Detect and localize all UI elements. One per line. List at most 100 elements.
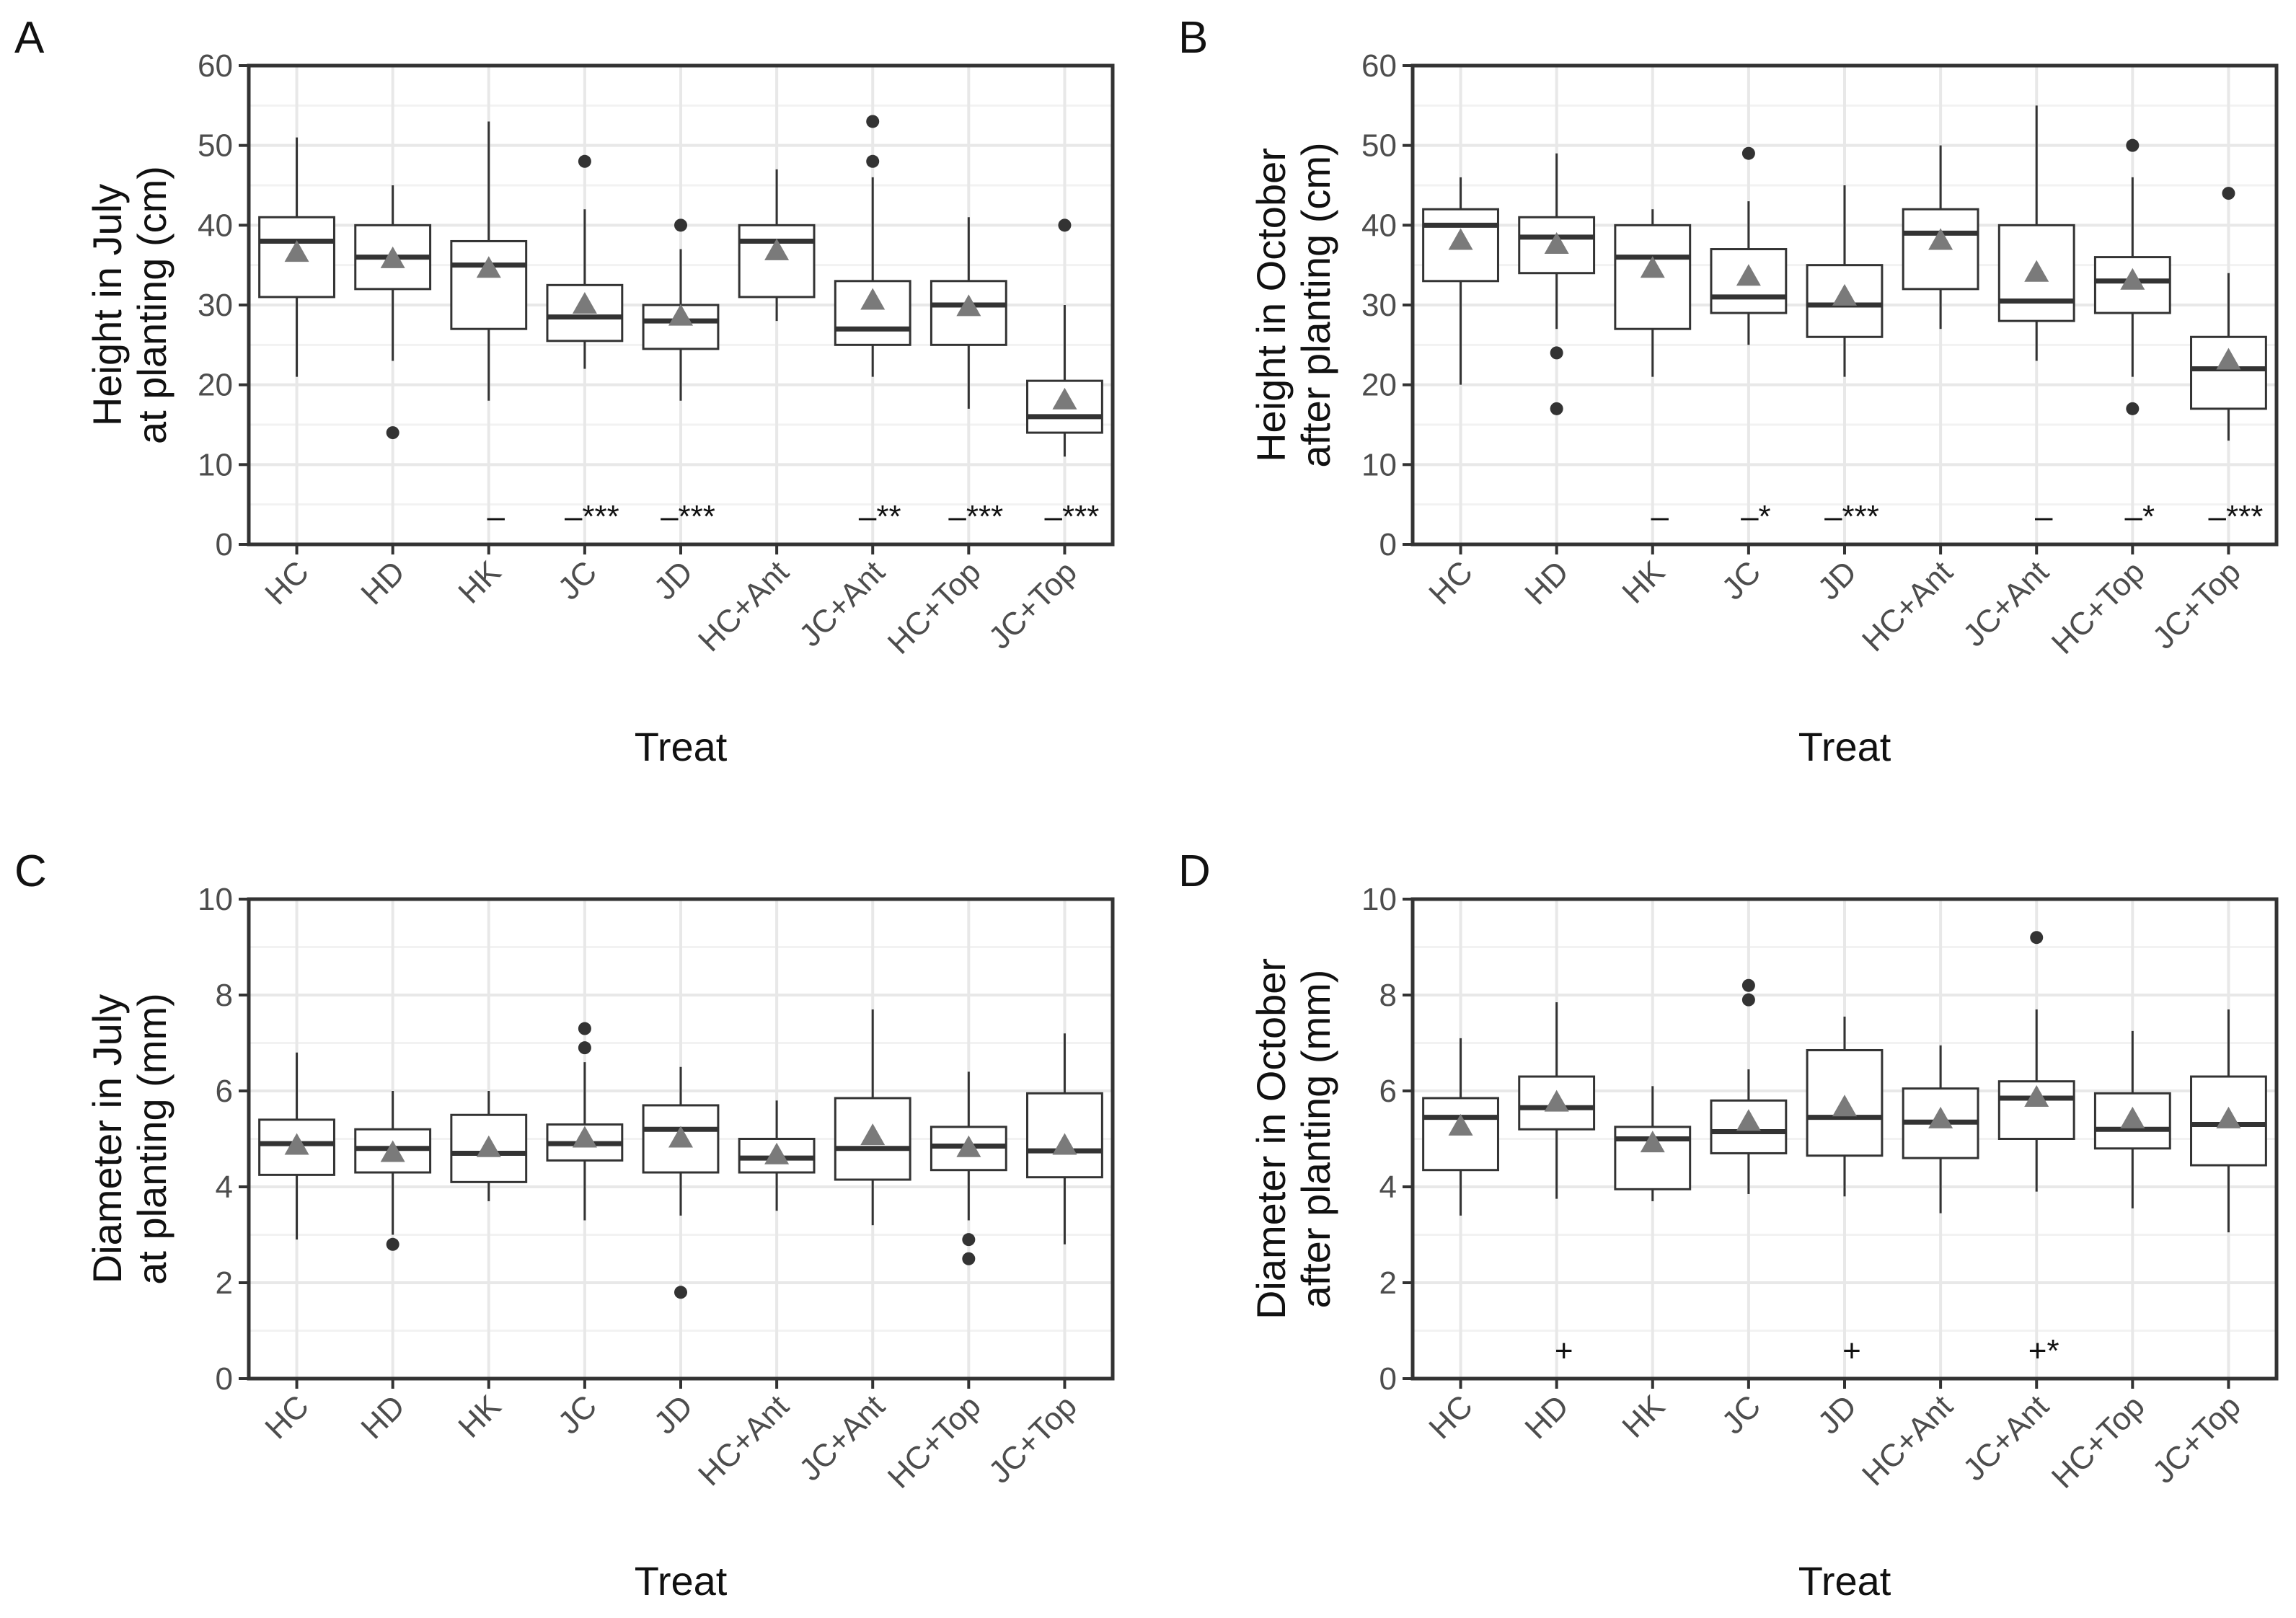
y-tick-label: 8 — [216, 978, 233, 1013]
significance-label: –*** — [1045, 499, 1100, 534]
mean-marker — [668, 304, 693, 326]
box — [1710, 248, 1788, 314]
x-tick-label: JD — [1811, 554, 1864, 607]
x-tick-label: HC+Top — [2045, 554, 2152, 661]
y-tick-label: 2 — [1379, 1265, 1397, 1301]
x-tick-label: JC — [1716, 1389, 1768, 1441]
mean-marker — [1736, 1109, 1761, 1131]
x-tick-label: HK — [451, 1389, 508, 1445]
mean-marker — [380, 1140, 405, 1162]
mean-marker — [956, 1135, 981, 1157]
mean-marker — [1544, 232, 1569, 254]
x-tick-label: JC — [1716, 554, 1768, 607]
mean-marker — [2120, 268, 2145, 290]
y-tick-label: 0 — [216, 1361, 233, 1397]
outlier — [866, 115, 880, 128]
y-tick-label: 30 — [198, 288, 233, 323]
y-axis-title: after planting (cm) — [1293, 142, 1338, 467]
y-tick-label: 30 — [1361, 288, 1397, 323]
x-tick-label: HD — [1518, 554, 1576, 612]
significance-label: + — [1555, 1333, 1573, 1369]
outlier — [578, 1041, 591, 1055]
mean-marker — [380, 246, 405, 268]
significance-label: –*** — [1824, 499, 1879, 534]
significance-label: –*** — [2209, 499, 2264, 534]
significance-label: –** — [859, 499, 901, 534]
y-tick-label: 4 — [1379, 1170, 1397, 1205]
outlier — [1058, 218, 1072, 232]
x-tick-label: JD — [648, 1389, 700, 1441]
x-tick-label: JC+Ant — [792, 554, 892, 654]
mean-marker — [2216, 1106, 2241, 1128]
y-tick-label: 0 — [216, 527, 233, 562]
x-tick-label: JC+Ant — [1956, 554, 2056, 654]
x-tick-label: HC+Top — [2045, 1389, 2152, 1495]
x-axis-title: Treat — [1798, 724, 1891, 769]
mean-marker — [476, 1135, 501, 1157]
y-tick-label: 10 — [1361, 447, 1397, 482]
outlier — [674, 218, 687, 232]
significance-label: – — [1651, 499, 1669, 534]
box — [1518, 216, 1596, 275]
box — [738, 224, 816, 299]
outlier — [2126, 138, 2140, 152]
box — [1422, 1097, 1499, 1172]
box — [2190, 335, 2267, 410]
y-tick-label: 20 — [1361, 368, 1397, 403]
x-tick-label: HC+Top — [881, 1389, 988, 1495]
significance-label: – — [2035, 499, 2053, 534]
y-tick-label: 0 — [1379, 1361, 1397, 1397]
y-tick-label: 40 — [1361, 208, 1397, 243]
mean-marker — [1052, 1133, 1077, 1155]
x-tick-label: JC+Ant — [1956, 1389, 2056, 1488]
mean-marker — [1052, 387, 1077, 410]
x-tick-label: HC — [1422, 1389, 1480, 1446]
outlier — [674, 1286, 687, 1299]
y-axis-title: Diameter in July — [84, 994, 130, 1283]
outlier — [386, 1237, 399, 1251]
outlier — [1741, 146, 1755, 160]
x-tick-label: HC+Ant — [692, 1389, 795, 1493]
mean-marker — [860, 288, 886, 310]
mean-marker — [284, 240, 309, 262]
mean-marker — [1928, 228, 1953, 250]
box — [1902, 208, 1979, 291]
mean-marker — [668, 1126, 693, 1148]
mean-marker — [572, 1126, 597, 1148]
mean-marker — [2024, 260, 2049, 282]
y-tick-label: 60 — [198, 48, 233, 84]
x-tick-label: JD — [1811, 1389, 1864, 1441]
significance-label: –*** — [948, 499, 1003, 534]
x-tick-label: HC+Ant — [692, 554, 795, 658]
outlier — [962, 1252, 976, 1265]
y-axis-title: at planting (mm) — [129, 993, 175, 1285]
panel-letter: A — [14, 13, 45, 63]
x-tick-label: HC+Top — [881, 554, 988, 661]
significance-label: –*** — [565, 499, 619, 534]
y-axis-title: Height in October — [1248, 148, 1294, 462]
y-tick-label: 10 — [198, 447, 233, 482]
y-tick-label: 10 — [1361, 882, 1397, 917]
mean-marker — [860, 1123, 886, 1146]
x-tick-label: JC+Ant — [792, 1389, 892, 1488]
mean-marker — [2120, 1106, 2145, 1128]
outlier — [578, 1022, 591, 1035]
x-tick-label: HD — [1518, 1389, 1576, 1446]
box — [450, 239, 528, 330]
significance-label: –*** — [661, 499, 715, 534]
outlier — [1741, 978, 1755, 992]
x-tick-label: HC+Ant — [1855, 1389, 1959, 1493]
y-tick-label: 4 — [216, 1170, 233, 1205]
mean-marker — [1448, 1113, 1473, 1136]
mean-marker — [1736, 264, 1761, 286]
outlier — [386, 426, 399, 440]
panel-border — [247, 63, 1115, 547]
x-tick-label: JC+Top — [2146, 1389, 2248, 1490]
box — [258, 1118, 335, 1176]
y-tick-label: 6 — [1379, 1074, 1397, 1109]
y-tick-label: 50 — [198, 128, 233, 164]
mean-marker — [1832, 1095, 1857, 1117]
box — [1026, 1092, 1103, 1179]
x-tick-label: HC+Ant — [1855, 554, 1959, 658]
